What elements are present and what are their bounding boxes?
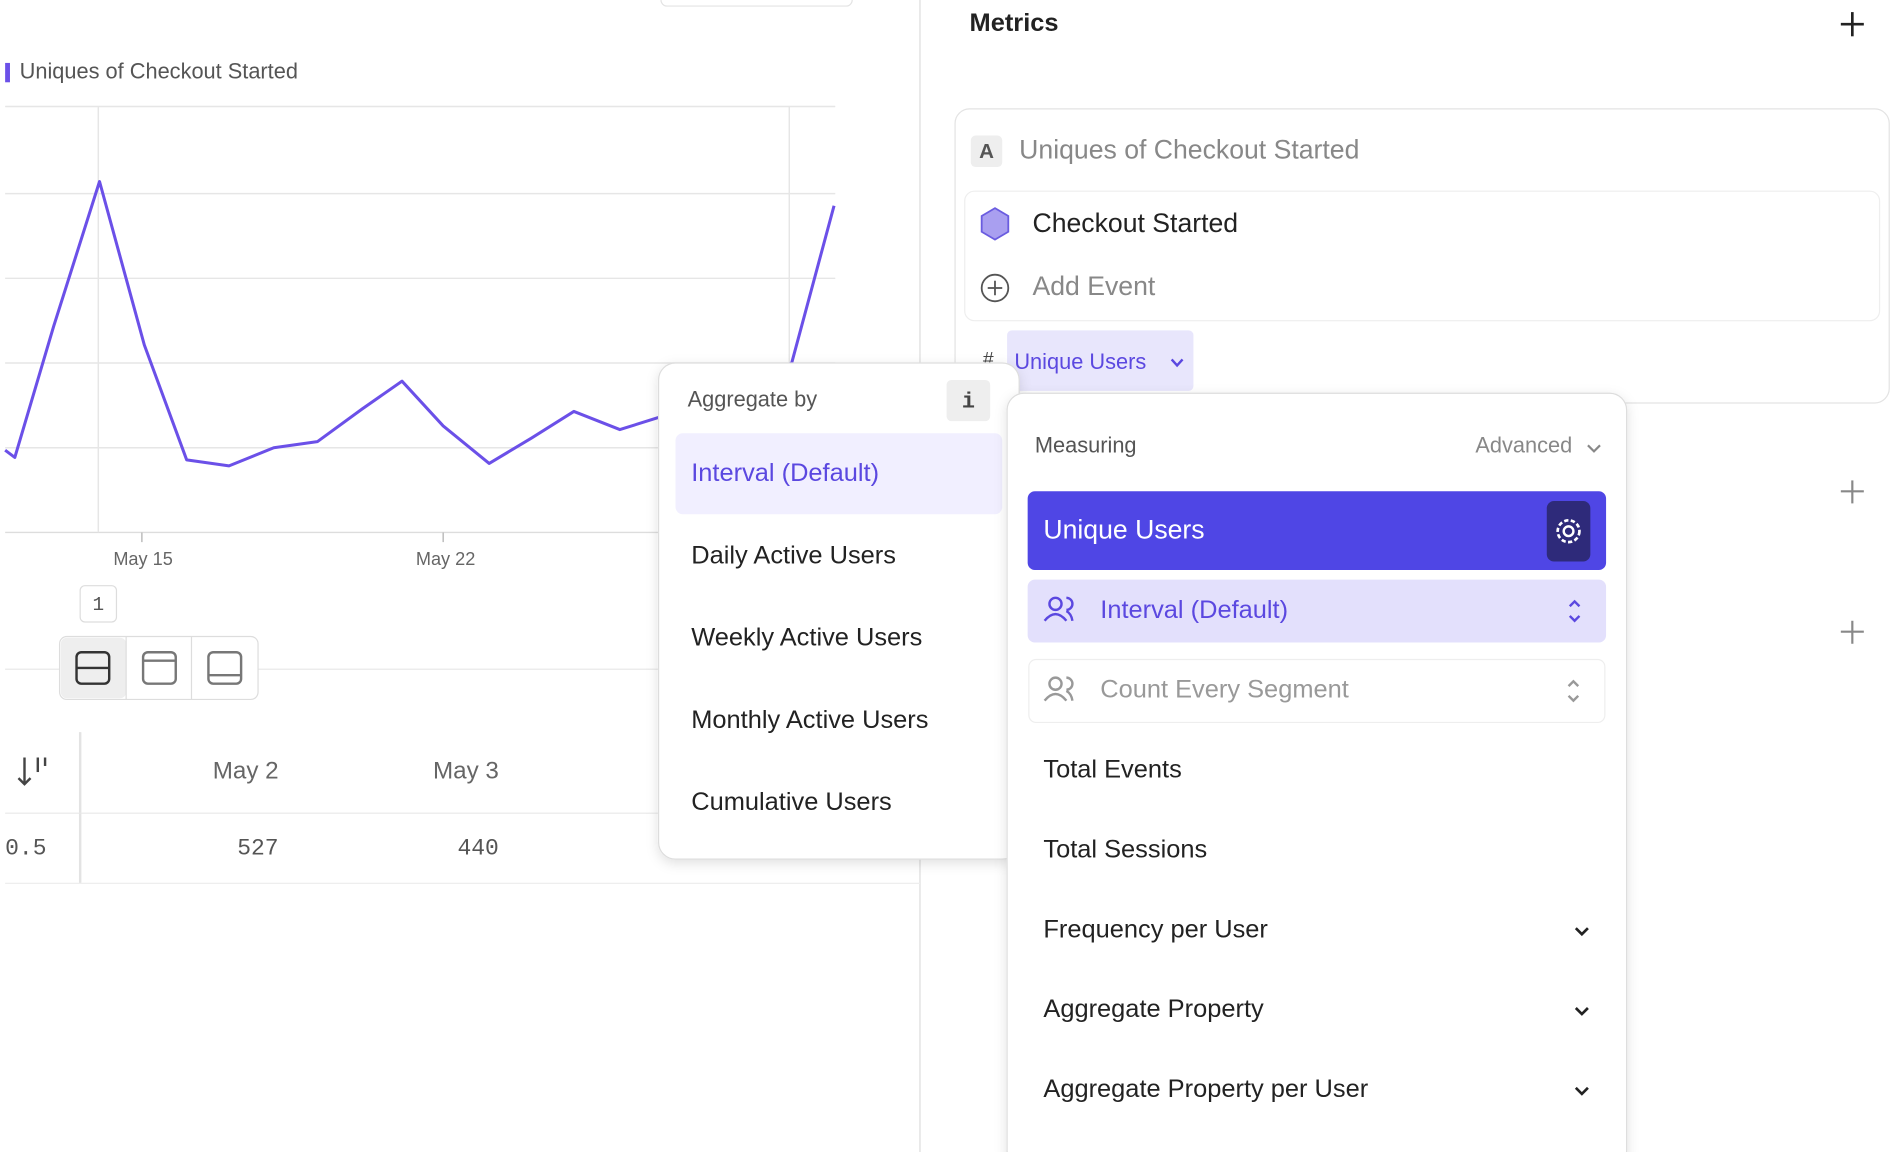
event-name[interactable]: Checkout Started: [1032, 208, 1238, 238]
event-icon: [980, 207, 1010, 241]
up: [1567, 679, 1580, 687]
selected-measure[interactable]: [1027, 491, 1607, 570]
legend-label: Uniques of Checkout Started: [20, 58, 298, 83]
sort-icon[interactable]: [17, 757, 47, 786]
event-box: [964, 190, 1881, 322]
hash: #: [983, 349, 994, 371]
measure-option[interactable]: Aggregate Property per User: [1043, 1075, 1368, 1103]
add-breakdown[interactable]: [1840, 620, 1864, 644]
table-cell: 440: [457, 835, 498, 861]
up: [1568, 599, 1581, 608]
x-label: May 22: [416, 549, 476, 569]
menu-option[interactable]: Cumulative Users: [691, 788, 891, 816]
top-control[interactable]: [660, 0, 853, 7]
add-icon[interactable]: [980, 273, 1010, 303]
icon[interactable]: [207, 651, 243, 685]
measure-option[interactable]: Frequency per User: [1043, 915, 1268, 943]
head: [1048, 596, 1063, 612]
segment-row[interactable]: [1028, 658, 1606, 724]
expand-chevrons: [1574, 927, 1589, 1096]
chevron[interactable]: [1574, 1086, 1589, 1096]
menu-title: Measuring: [1035, 432, 1137, 457]
measure-option[interactable]: Total Events: [1043, 756, 1181, 784]
interval-label: Interval (Default): [1100, 596, 1288, 624]
updown: [1568, 599, 1581, 623]
chevron: [1170, 358, 1184, 368]
column-header[interactable]: May 3: [433, 757, 499, 784]
measure-option[interactable]: Total Sessions: [1043, 835, 1207, 863]
chevron: [1587, 444, 1601, 453]
info-button[interactable]: [946, 379, 991, 422]
letter-badge: [970, 135, 1003, 167]
section-title: Metrics: [970, 9, 1059, 37]
measure-selector-label: Unique Users: [1014, 349, 1146, 374]
info-label: i: [962, 389, 975, 414]
body2: [1065, 676, 1074, 701]
gear-inner: [1562, 525, 1575, 538]
add-metric[interactable]: [1840, 12, 1864, 37]
column-header[interactable]: May 2: [213, 757, 279, 784]
gear-outer: [1556, 519, 1581, 544]
body2: [1065, 596, 1074, 622]
selected-measure-label: Unique Users: [1043, 514, 1204, 544]
add-filter[interactable]: [1840, 480, 1864, 504]
metric-name[interactable]: Uniques of Checkout Started: [1019, 134, 1359, 164]
menu-option[interactable]: Monthly Active Users: [691, 706, 928, 734]
body: [1043, 612, 1068, 622]
menu-option[interactable]: Daily Active Users: [691, 541, 896, 569]
down: [1568, 615, 1581, 623]
badge-label: 1: [92, 594, 104, 616]
trend-line: [4, 179, 836, 468]
chevron[interactable]: [1574, 1007, 1589, 1016]
head: [1048, 676, 1063, 691]
down: [1567, 694, 1580, 703]
users-icon: [1043, 596, 1074, 622]
advanced-toggle[interactable]: Advanced: [1475, 432, 1572, 457]
sort-arrow: [17, 777, 32, 786]
selected-option: [675, 433, 1003, 515]
users-icon: [1043, 676, 1074, 702]
table-cell: 0.5: [5, 835, 46, 861]
menu-title: Aggregate by: [688, 386, 818, 411]
chevron[interactable]: [1574, 927, 1589, 937]
letter: A: [979, 140, 994, 163]
table-cell: 527: [237, 835, 278, 861]
updown: [1567, 679, 1580, 703]
settings-button[interactable]: [1546, 500, 1591, 562]
interval-row[interactable]: [1027, 579, 1607, 643]
x-label: May 15: [113, 549, 172, 569]
segment-label: Count Every Segment: [1100, 676, 1349, 704]
menu-option[interactable]: Interval (Default): [691, 459, 879, 487]
measure-option[interactable]: Aggregate Property: [1043, 995, 1264, 1023]
legend-swatch: [5, 62, 10, 83]
menu-option[interactable]: Weekly Active Users: [691, 624, 922, 652]
icon[interactable]: [141, 651, 177, 685]
measure-selector[interactable]: [1007, 330, 1194, 391]
add-event[interactable]: Add Event: [1032, 271, 1155, 301]
body: [1043, 692, 1068, 702]
badge[interactable]: [79, 585, 118, 623]
layout-icons: [75, 651, 243, 685]
